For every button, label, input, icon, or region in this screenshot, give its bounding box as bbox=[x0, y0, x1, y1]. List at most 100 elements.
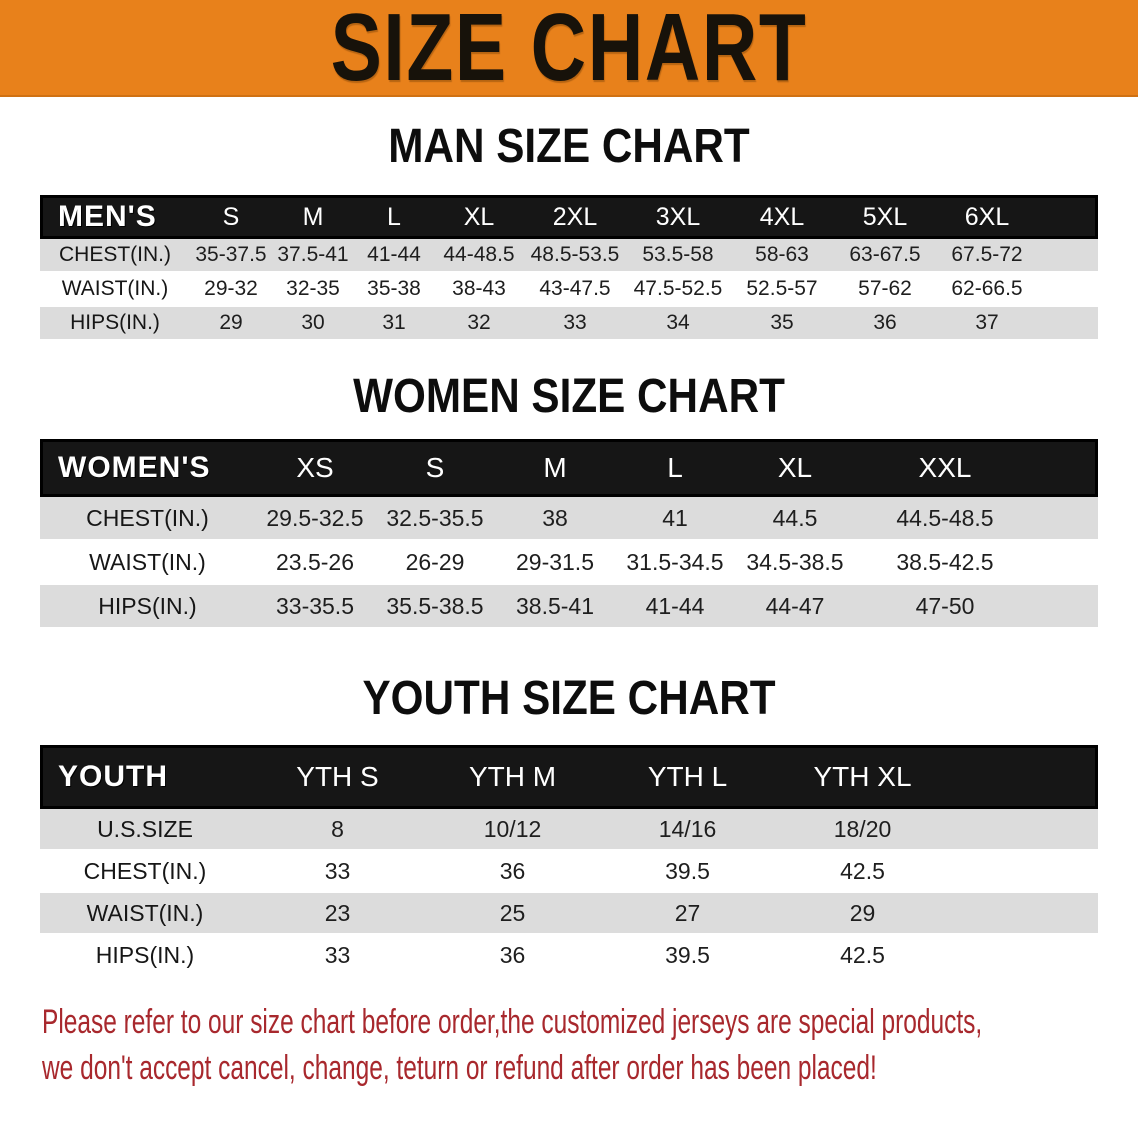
women-table-header-row: WOMEN'S XS S M L XL XXL bbox=[40, 439, 1098, 497]
size-value: 31 bbox=[354, 307, 434, 341]
size-value: 39.5 bbox=[600, 851, 775, 893]
size-value: 41 bbox=[615, 497, 735, 541]
measurement-label: HIPS(IN.) bbox=[40, 935, 250, 977]
row-spacer bbox=[1038, 273, 1098, 307]
size-column-header: YTH S bbox=[250, 745, 425, 809]
size-value: 35.5-38.5 bbox=[375, 585, 495, 629]
size-value: 47-50 bbox=[855, 585, 1035, 629]
size-value: 31.5-34.5 bbox=[615, 541, 735, 585]
row-spacer bbox=[950, 893, 1098, 935]
size-value: 42.5 bbox=[775, 851, 950, 893]
measurement-row: HIPS(IN.) 33 36 39.5 42.5 bbox=[40, 935, 1098, 977]
size-value: 8 bbox=[250, 809, 425, 851]
men-size-table: MEN'S S M L XL 2XL 3XL 4XL 5XL 6XL CHEST(IN.) 35-3… bbox=[40, 195, 1098, 341]
size-value: 43-47.5 bbox=[524, 273, 626, 307]
size-value: 38.5-41 bbox=[495, 585, 615, 629]
size-value: 36 bbox=[425, 851, 600, 893]
size-value: 10/12 bbox=[425, 809, 600, 851]
size-value: 32.5-35.5 bbox=[375, 497, 495, 541]
men-table-header-row: MEN'S S M L XL 2XL 3XL 4XL 5XL 6XL bbox=[40, 195, 1098, 239]
women-size-table: WOMEN'S XS S M L XL XXL CHEST(IN.) 29.5-32.5 32.… bbox=[40, 439, 1098, 629]
size-column-header: YTH XL bbox=[775, 745, 950, 809]
measurement-label: HIPS(IN.) bbox=[40, 307, 190, 341]
size-value: 41-44 bbox=[354, 239, 434, 273]
size-value: 42.5 bbox=[775, 935, 950, 977]
measurement-label: WAIST(IN.) bbox=[40, 273, 190, 307]
size-column-header: M bbox=[495, 439, 615, 497]
size-value: 35-38 bbox=[354, 273, 434, 307]
size-column-header: XS bbox=[255, 439, 375, 497]
measurement-label: CHEST(IN.) bbox=[40, 497, 255, 541]
size-table-title: WOMEN'S bbox=[40, 439, 255, 497]
banner: SIZE CHART bbox=[0, 0, 1138, 97]
row-spacer bbox=[950, 809, 1098, 851]
size-value: 53.5-58 bbox=[626, 239, 730, 273]
row-spacer bbox=[1035, 541, 1098, 585]
size-value: 23 bbox=[250, 893, 425, 935]
size-value: 36 bbox=[425, 935, 600, 977]
size-column-header: 3XL bbox=[626, 195, 730, 239]
size-table-title: MEN'S bbox=[40, 195, 190, 239]
row-spacer bbox=[950, 851, 1098, 893]
size-value: 33 bbox=[524, 307, 626, 341]
size-value: 34.5-38.5 bbox=[735, 541, 855, 585]
size-value: 23.5-26 bbox=[255, 541, 375, 585]
size-column-header: 2XL bbox=[524, 195, 626, 239]
size-value: 26-29 bbox=[375, 541, 495, 585]
row-spacer bbox=[1035, 497, 1098, 541]
size-value: 37 bbox=[936, 307, 1038, 341]
youth-section-heading: YOUTH SIZE CHART bbox=[362, 672, 776, 725]
size-value: 44.5 bbox=[735, 497, 855, 541]
size-value: 34 bbox=[626, 307, 730, 341]
size-value: 58-63 bbox=[730, 239, 834, 273]
size-column-header: XXL bbox=[855, 439, 1035, 497]
disclaimer-line-1: Please refer to our size chart before or… bbox=[42, 1003, 983, 1041]
size-value: 14/16 bbox=[600, 809, 775, 851]
size-value: 37.5-41 bbox=[272, 239, 354, 273]
size-value: 41-44 bbox=[615, 585, 735, 629]
size-value: 47.5-52.5 bbox=[626, 273, 730, 307]
size-value: 52.5-57 bbox=[730, 273, 834, 307]
size-value: 35 bbox=[730, 307, 834, 341]
size-value: 32 bbox=[434, 307, 524, 341]
size-value: 29 bbox=[775, 893, 950, 935]
measurement-label: CHEST(IN.) bbox=[40, 239, 190, 273]
size-value: 35-37.5 bbox=[190, 239, 272, 273]
size-value: 33-35.5 bbox=[255, 585, 375, 629]
size-column-header: S bbox=[375, 439, 495, 497]
measurement-label: CHEST(IN.) bbox=[40, 851, 250, 893]
size-column-header: 5XL bbox=[834, 195, 936, 239]
disclaimer-line-2: we don't accept cancel, change, teturn o… bbox=[42, 1049, 877, 1087]
size-column-header: XL bbox=[434, 195, 524, 239]
measurement-row: WAIST(IN.) 23.5-26 26-29 29-31.5 31.5-34.5 34… bbox=[40, 541, 1098, 585]
size-value: 62-66.5 bbox=[936, 273, 1038, 307]
size-value: 33 bbox=[250, 935, 425, 977]
size-column-header: L bbox=[354, 195, 434, 239]
size-value: 18/20 bbox=[775, 809, 950, 851]
size-value: 25 bbox=[425, 893, 600, 935]
size-value: 38.5-42.5 bbox=[855, 541, 1035, 585]
size-value: 67.5-72 bbox=[936, 239, 1038, 273]
size-value: 33 bbox=[250, 851, 425, 893]
size-column-header: YTH M bbox=[425, 745, 600, 809]
size-column-header: XL bbox=[735, 439, 855, 497]
header-spacer bbox=[950, 745, 1098, 809]
measurement-row: CHEST(IN.) 35-37.5 37.5-41 41-44 44-48.5 48.5… bbox=[40, 239, 1098, 273]
row-spacer bbox=[1038, 239, 1098, 273]
size-column-header: S bbox=[190, 195, 272, 239]
size-value: 63-67.5 bbox=[834, 239, 936, 273]
size-value: 44.5-48.5 bbox=[855, 497, 1035, 541]
header-spacer bbox=[1038, 195, 1098, 239]
measurement-label: U.S.SIZE bbox=[40, 809, 250, 851]
size-value: 44-48.5 bbox=[434, 239, 524, 273]
banner-title: SIZE CHART bbox=[330, 0, 808, 101]
size-value: 29-31.5 bbox=[495, 541, 615, 585]
row-spacer bbox=[950, 935, 1098, 977]
youth-size-table: YOUTH YTH S YTH M YTH L YTH XL U.S.SIZE 8 10/1… bbox=[40, 745, 1098, 977]
size-table-title: YOUTH bbox=[40, 745, 250, 809]
measurement-row: WAIST(IN.) 23 25 27 29 bbox=[40, 893, 1098, 935]
measurement-row: HIPS(IN.) 29 30 31 32 33 34 35 36 37 bbox=[40, 307, 1098, 341]
size-value: 48.5-53.5 bbox=[524, 239, 626, 273]
measurement-label: WAIST(IN.) bbox=[40, 893, 250, 935]
